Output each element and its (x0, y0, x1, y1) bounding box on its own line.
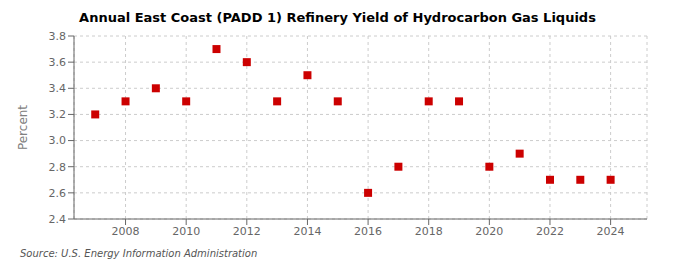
svg-text:2022: 2022 (536, 225, 564, 238)
svg-text:2018: 2018 (415, 225, 443, 238)
svg-text:3.4: 3.4 (49, 82, 67, 95)
svg-text:2020: 2020 (475, 225, 503, 238)
svg-text:Percent: Percent (16, 105, 30, 150)
svg-text:2010: 2010 (172, 225, 200, 238)
svg-text:2012: 2012 (233, 225, 261, 238)
svg-text:2008: 2008 (112, 225, 140, 238)
svg-text:2014: 2014 (293, 225, 321, 238)
svg-text:3.2: 3.2 (49, 108, 67, 121)
svg-text:2024: 2024 (597, 225, 625, 238)
svg-text:2.8: 2.8 (49, 161, 67, 174)
svg-text:3.8: 3.8 (49, 30, 67, 43)
svg-text:2016: 2016 (354, 225, 382, 238)
html-text:Annual East Coast (PADD 1) Ref: Annual East Coast (PADD 1) Refinery Yiel… (79, 10, 596, 25)
svg-text:2.6: 2.6 (49, 187, 67, 200)
svg-text:3.6: 3.6 (49, 56, 67, 69)
svg-text:3.0: 3.0 (49, 134, 67, 147)
svg-text:2.4: 2.4 (49, 213, 67, 226)
html-text:Source: U.S. Energy Informatio: Source: U.S. Energy Information Administ… (20, 248, 258, 259)
